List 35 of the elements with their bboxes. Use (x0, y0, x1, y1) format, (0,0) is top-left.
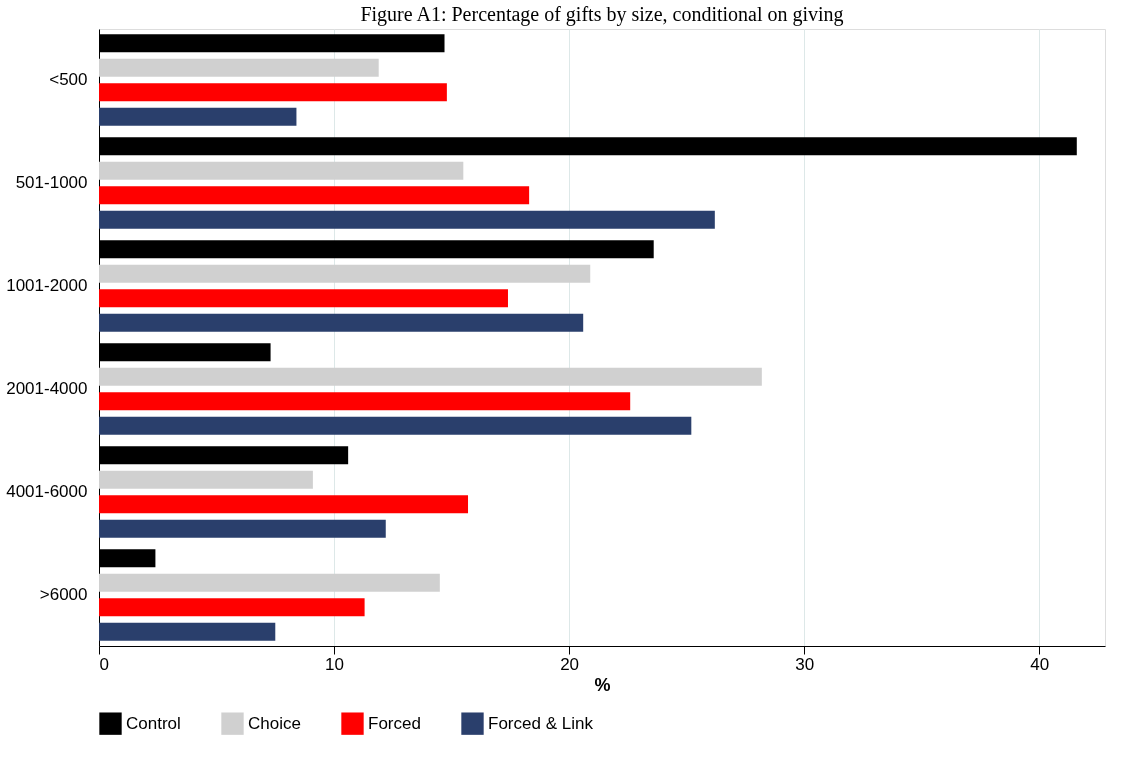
x-tick-label: 10 (325, 654, 345, 674)
bar (99, 416, 692, 435)
bar (99, 622, 276, 641)
y-tick-label: <500 (49, 69, 88, 89)
bar (99, 83, 447, 102)
x-tick-label: 20 (560, 654, 580, 674)
bar (99, 519, 386, 538)
bar (99, 367, 762, 386)
legend-label: Forced & Link (488, 713, 594, 733)
bar (99, 313, 584, 332)
bar (99, 392, 631, 411)
bar (99, 210, 715, 229)
x-tick-label: 30 (795, 654, 815, 674)
y-tick-label: 501-1000 (15, 172, 88, 192)
y-tick-label: 2001-4000 (6, 379, 88, 398)
bar (99, 186, 530, 205)
bar (99, 573, 440, 592)
bar (99, 470, 313, 489)
y-tick-label: 4001-6000 (6, 482, 88, 502)
x-axis-title: % (594, 674, 611, 695)
bar (99, 495, 469, 514)
y-tick-label: 1001-2000 (6, 276, 88, 295)
bar (99, 289, 508, 308)
legend-label: Control (126, 713, 181, 733)
bar (99, 264, 591, 283)
x-tick-label: 0 (99, 654, 109, 674)
legend-label: Forced (368, 713, 421, 733)
bar (99, 107, 297, 126)
x-tick-label: 40 (1030, 654, 1050, 674)
y-tick-label: >6000 (39, 585, 88, 605)
bar (99, 598, 365, 617)
bar (99, 58, 379, 77)
bar (99, 161, 464, 180)
chart-title: Figure A1: Percentage of gifts by size, conditional on giving (360, 3, 844, 26)
legend-label: Choice (248, 713, 301, 733)
